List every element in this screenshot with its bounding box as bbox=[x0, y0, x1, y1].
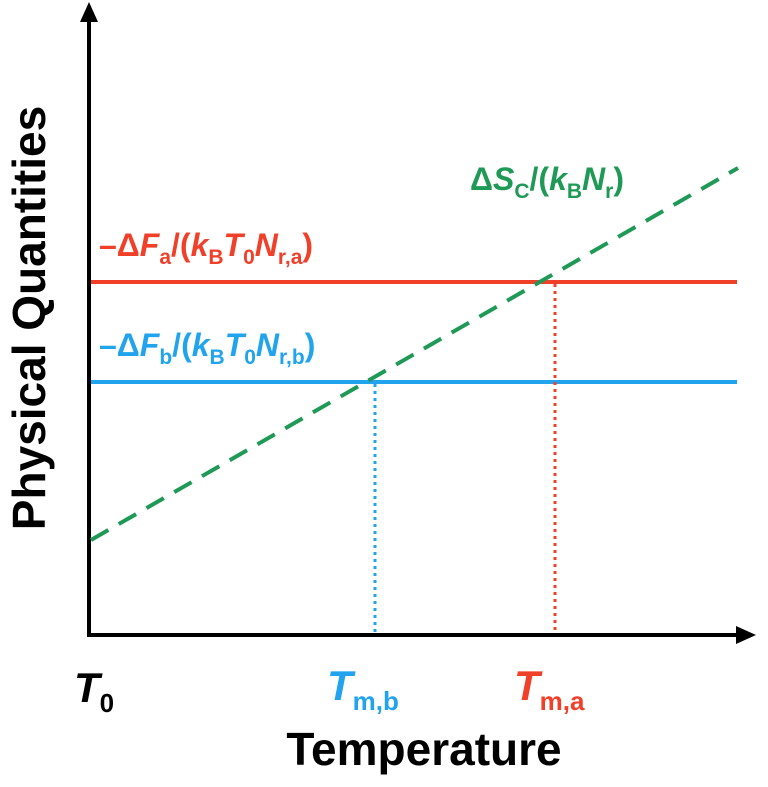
x-axis-label: Temperature bbox=[286, 723, 561, 775]
y-axis-arrow bbox=[80, 2, 98, 22]
x-axis-arrow bbox=[736, 626, 756, 644]
free-energy-b-label: –ΔFb/(kBT0Nr,b) bbox=[99, 327, 315, 369]
y-axis-label: Physical Quantities bbox=[3, 106, 55, 530]
free-energy-a-label: –ΔFa/(kBT0Nr,a) bbox=[99, 227, 313, 269]
entropy-c-line bbox=[90, 166, 739, 542]
x-origin-label: T0 bbox=[74, 664, 114, 718]
tm-b-label: Tm,b bbox=[327, 662, 399, 716]
entropy-c-label: ΔSC/(kBNr) bbox=[470, 161, 624, 203]
tm-a-label: Tm,a bbox=[514, 662, 585, 716]
